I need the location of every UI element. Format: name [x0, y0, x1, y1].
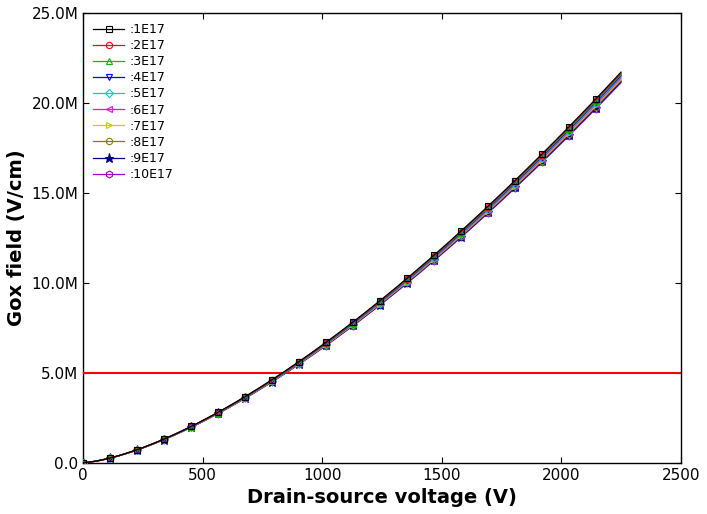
:7E17 [566, 128, 575, 134]
:7E17 [408, 274, 416, 280]
Line: :7E17: :7E17 [80, 76, 624, 466]
:5E17 [408, 273, 416, 279]
Line: :9E17: :9E17 [78, 77, 626, 467]
:4E17 [399, 280, 408, 286]
:6E17 [81, 460, 89, 466]
X-axis label: Drain-source voltage (V): Drain-source voltage (V) [247, 488, 517, 507]
:5E17 [617, 74, 625, 80]
:2E17 [408, 271, 416, 278]
:6E17 [617, 75, 625, 81]
:1E17 [79, 460, 88, 466]
:4E17 [397, 282, 406, 288]
:9E17 [397, 284, 406, 290]
:1E17 [408, 271, 416, 277]
:6E17 [397, 283, 406, 289]
:6E17 [408, 273, 416, 280]
:2E17 [617, 70, 625, 77]
:9E17 [566, 130, 575, 136]
:10E17 [532, 164, 541, 171]
Line: :8E17: :8E17 [80, 77, 624, 466]
:7E17 [81, 460, 89, 466]
:7E17 [532, 162, 541, 168]
:4E17 [79, 460, 88, 466]
:9E17 [532, 163, 541, 170]
:1E17 [397, 280, 406, 286]
:2E17 [566, 123, 575, 129]
:4E17 [617, 72, 625, 79]
:3E17 [566, 124, 575, 130]
:5E17 [81, 460, 89, 466]
Line: :6E17: :6E17 [80, 75, 624, 466]
:3E17 [79, 460, 88, 466]
:5E17 [566, 126, 575, 132]
:8E17 [408, 274, 416, 281]
:10E17 [408, 276, 416, 282]
:10E17 [399, 283, 408, 289]
:3E17 [408, 272, 416, 278]
Line: :2E17: :2E17 [80, 70, 624, 466]
:2E17 [79, 460, 88, 466]
:1E17 [399, 278, 408, 284]
:3E17 [399, 280, 408, 286]
:2E17 [532, 157, 541, 163]
:1E17 [81, 460, 89, 466]
:6E17 [566, 127, 575, 133]
:9E17 [79, 460, 88, 466]
:7E17 [399, 282, 408, 288]
Line: :1E17: :1E17 [80, 69, 624, 466]
:10E17 [397, 285, 406, 291]
:3E17 [617, 71, 625, 78]
:10E17 [81, 460, 89, 466]
:5E17 [532, 160, 541, 166]
:9E17 [81, 460, 89, 466]
:9E17 [408, 276, 416, 282]
:8E17 [79, 460, 88, 466]
:1E17 [532, 156, 541, 162]
Line: :3E17: :3E17 [80, 71, 624, 466]
:1E17 [566, 122, 575, 128]
:8E17 [397, 284, 406, 290]
:4E17 [81, 460, 89, 466]
:5E17 [397, 282, 406, 288]
:3E17 [397, 281, 406, 287]
Legend: :1E17, :2E17, :3E17, :4E17, :5E17, :6E17, :7E17, :8E17, :9E17, :10E17: :1E17, :2E17, :3E17, :4E17, :5E17, :6E17… [90, 19, 177, 185]
Line: :4E17: :4E17 [80, 72, 624, 466]
:10E17 [617, 80, 625, 86]
:8E17 [399, 282, 408, 288]
:7E17 [79, 460, 88, 466]
:5E17 [79, 460, 88, 466]
:8E17 [532, 163, 541, 169]
:2E17 [397, 280, 406, 286]
:7E17 [617, 76, 625, 82]
Line: :5E17: :5E17 [81, 74, 624, 465]
:4E17 [408, 272, 416, 279]
:8E17 [81, 460, 89, 466]
:2E17 [81, 460, 89, 466]
:1E17 [617, 69, 625, 75]
:5E17 [399, 281, 408, 287]
:10E17 [566, 131, 575, 137]
:8E17 [617, 77, 625, 83]
:6E17 [399, 281, 408, 287]
:8E17 [566, 129, 575, 135]
:6E17 [532, 161, 541, 167]
:10E17 [79, 460, 88, 466]
Y-axis label: Gox field (V/cm): Gox field (V/cm) [7, 150, 26, 326]
:3E17 [532, 158, 541, 164]
:4E17 [532, 159, 541, 166]
:2E17 [399, 279, 408, 285]
:3E17 [81, 460, 89, 466]
:4E17 [566, 125, 575, 131]
Line: :10E17: :10E17 [80, 79, 624, 466]
:9E17 [617, 79, 625, 85]
:7E17 [397, 283, 406, 289]
:9E17 [399, 283, 408, 289]
:6E17 [79, 460, 88, 466]
